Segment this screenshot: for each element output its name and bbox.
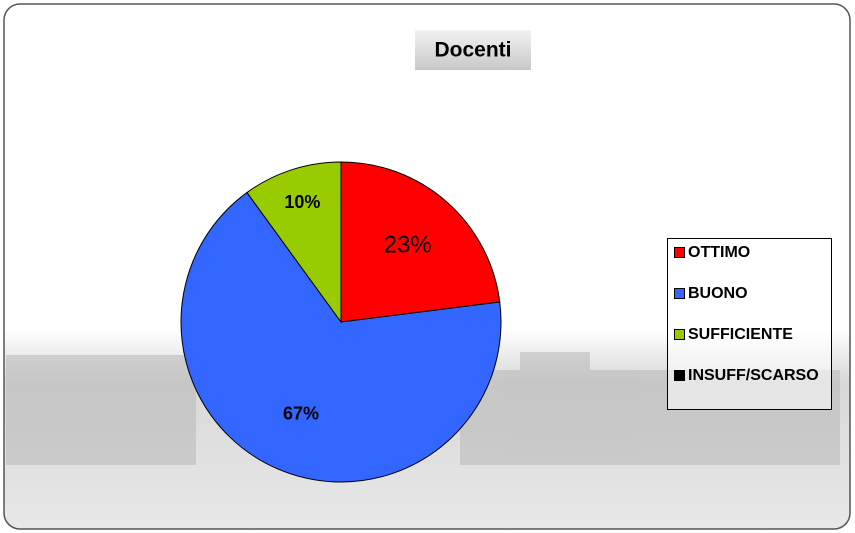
data-label: 67% xyxy=(283,403,319,423)
pie-slice xyxy=(340,161,501,323)
legend-swatch xyxy=(674,370,685,381)
legend: OTTIMO BUONO SUFFICIENTE INSUFF/SCARSO xyxy=(667,238,832,410)
pie: 23% 67% 10% xyxy=(180,161,502,483)
legend-label: INSUFF/SCARSO xyxy=(688,367,819,384)
legend-label: BUONO xyxy=(688,285,748,302)
legend-item: BUONO xyxy=(674,284,825,303)
pie-slice xyxy=(246,161,342,324)
data-label: 23% xyxy=(384,232,432,259)
legend-label: OTTIMO xyxy=(688,244,751,261)
legend-item: INSUFF/SCARSO xyxy=(674,366,825,385)
data-label: 10% xyxy=(284,192,320,212)
legend-swatch xyxy=(674,247,685,258)
title-box xyxy=(415,30,531,70)
chart-title: Docenti xyxy=(434,39,511,62)
background-buildings xyxy=(6,352,840,465)
pie-slice xyxy=(180,191,502,483)
legend-swatch xyxy=(674,329,685,340)
legend-item: SUFFICIENTE xyxy=(674,325,825,344)
legend-label: SUFFICIENTE xyxy=(688,326,793,343)
legend-item: OTTIMO xyxy=(674,243,825,262)
legend-swatch xyxy=(674,288,685,299)
